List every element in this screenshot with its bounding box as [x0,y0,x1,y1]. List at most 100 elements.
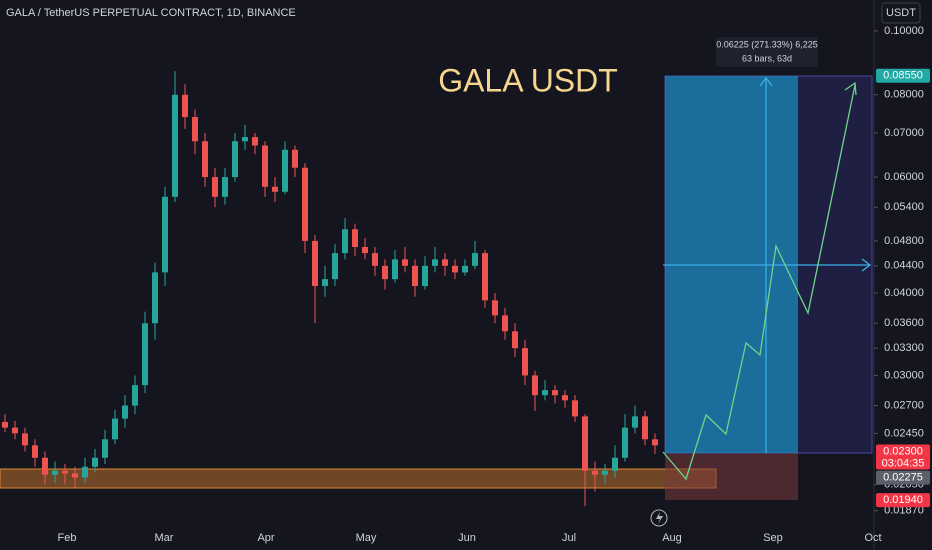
y-tick-label: 0.03300 [884,342,924,354]
measure-text: 0.06225 (271.33%) 6,225 [716,39,818,49]
y-tick-label: 0.01870 [884,505,924,517]
x-tick-label: Sep [763,532,783,544]
candle-body [652,439,658,446]
candle-body [612,457,618,471]
candle-body [192,117,198,142]
candle-body [442,259,448,266]
candle-body [242,137,248,142]
candle-body [482,253,488,301]
arrow-head [759,76,773,87]
candle-body [432,259,438,266]
candle-body [402,259,408,266]
y-tick-label: 0.04000 [884,287,924,299]
x-tick-label: Mar [155,532,174,544]
candle-body [2,421,8,428]
candle-body [372,253,378,266]
x-tick-label: Feb [58,532,77,544]
candle-body [42,457,48,475]
candle-body [572,400,578,417]
candle-body [232,141,238,178]
x-tick-label: Apr [257,532,274,544]
projection-path [662,84,856,481]
candle-body [182,94,188,118]
x-tick-label: Jun [458,532,476,544]
candle-body [332,253,338,280]
y-tick-label: 0.05400 [884,201,924,213]
candle-body [522,348,528,376]
candle-body [292,149,298,168]
candle-body [142,323,148,386]
candle-body [152,272,158,324]
y-tick-label: 0.02700 [884,399,924,411]
price-badge [876,444,930,470]
candle-body [592,470,598,475]
symbol-title: GALA / TetherUS PERPETUAL CONTRACT, 1D, … [6,7,296,19]
candle-body [622,427,628,458]
candle-body [562,395,568,401]
annotation: GALA USDT [438,62,618,98]
y-tick-label: 0.07000 [884,127,924,139]
candle-body [362,246,368,254]
candle-body [272,186,278,192]
arrow-head [861,258,872,272]
candle-body [602,470,608,475]
candle-body [72,473,78,478]
y-tick-label: 0.02450 [884,427,924,439]
price-label: 0.01940 [883,494,923,506]
candle-body [62,470,68,474]
candle-body [222,177,228,197]
y-tick-label: 0.10000 [884,25,924,37]
candle-body [392,259,398,280]
y-tick-label: 0.03600 [884,317,924,329]
stop-zone [665,453,798,500]
candle-body [12,427,18,434]
measure-text: 63 bars, 63d [742,53,792,63]
currency-button[interactable] [881,2,921,24]
candle-body [582,416,588,471]
price-label: 0.08550 [883,70,923,82]
axis-group: 0.10000 0.08000 0.07000 0.06000 0.05400 0.048… [874,25,924,517]
candle-body [632,416,638,428]
candle-body [312,240,318,287]
price-badge [876,68,930,83]
candle-body [322,279,328,287]
candle-body [462,265,468,273]
y-tick-label: 0.04400 [884,260,924,272]
x-tick-label: Oct [864,532,881,544]
candle-body [642,416,648,440]
price-badge [876,470,930,485]
price-label: 0.02275 [883,471,923,483]
candle-body [92,457,98,467]
candle-body [282,149,288,192]
candles [2,71,658,507]
price-label: 0.02300 [883,445,923,457]
candle-body [112,418,118,440]
candle-body [82,466,88,478]
candle-body [52,470,58,475]
candle-body [352,229,358,247]
x-tick-label: Jul [562,532,576,544]
candle-body [32,445,38,458]
replay-icon[interactable] [650,509,668,527]
price-badge [876,493,930,508]
currency[interactable]: USDT [886,7,916,19]
arrow-head [844,81,857,96]
y-tick-label: 0.06000 [884,171,924,183]
x-tick-label: Aug [662,532,682,544]
candle-body [172,94,178,197]
y-tick-label: 0.03000 [884,369,924,381]
candle-body [412,265,418,287]
candle-body [22,433,28,446]
candle-body [132,385,138,406]
candle-body [102,439,108,458]
candle-body [542,390,548,396]
candle-body [202,141,208,178]
candle-body [252,137,258,146]
candle-body [342,229,348,254]
candle-body [502,315,508,332]
candle-body [262,145,268,187]
measure-tooltip [716,37,818,67]
candle-body [552,390,558,396]
